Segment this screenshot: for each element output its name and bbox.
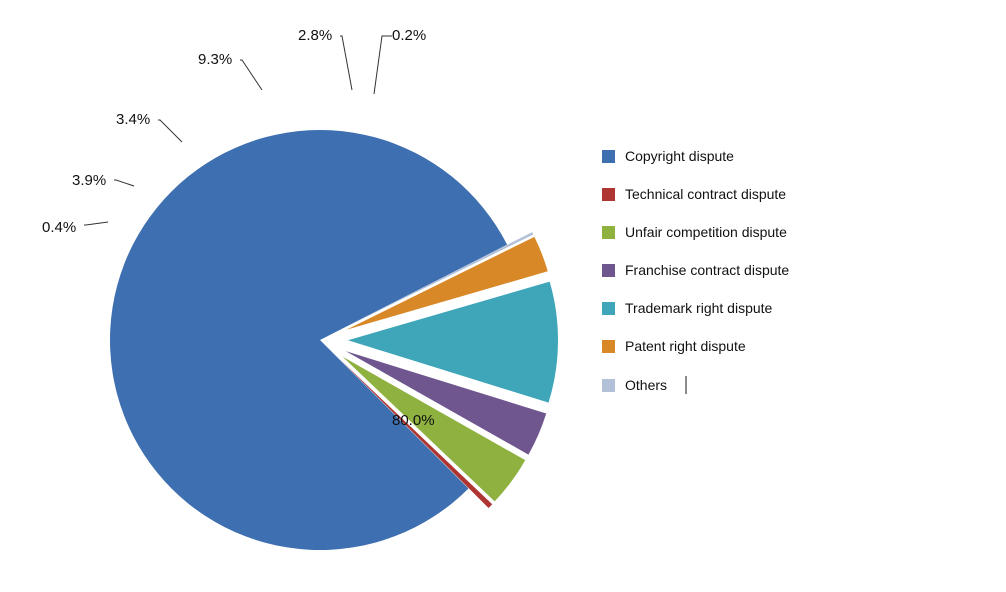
chart-container: 80.0% 0.4% 3.9% 3.4% 9.3% 2.8% 0.2% Copy… bbox=[0, 0, 1006, 592]
slice-label-copyright: 80.0% bbox=[392, 412, 435, 429]
legend: Copyright dispute Technical contract dis… bbox=[602, 148, 789, 416]
legend-item: Copyright dispute bbox=[602, 148, 789, 164]
pie-svg bbox=[10, 0, 590, 590]
legend-label: Others bbox=[625, 377, 667, 393]
leader-line bbox=[240, 60, 262, 90]
legend-swatch bbox=[602, 226, 615, 239]
legend-item: Patent right dispute bbox=[602, 338, 789, 354]
legend-label: Franchise contract dispute bbox=[625, 262, 789, 278]
legend-swatch bbox=[602, 264, 615, 277]
legend-item: Unfair competition dispute bbox=[602, 224, 789, 240]
legend-item: Technical contract dispute bbox=[602, 186, 789, 202]
leader-line bbox=[340, 36, 352, 90]
leader-line bbox=[158, 120, 182, 142]
legend-label: Trademark right dispute bbox=[625, 300, 772, 316]
others-trailing-bar bbox=[685, 376, 687, 394]
slice-label-technical: 0.4% bbox=[42, 219, 76, 236]
slice-label-patent: 2.8% bbox=[298, 27, 332, 44]
legend-swatch bbox=[602, 188, 615, 201]
legend-swatch bbox=[602, 302, 615, 315]
leader-line bbox=[84, 222, 108, 225]
slice-label-trademark: 9.3% bbox=[198, 51, 232, 68]
legend-swatch bbox=[602, 340, 615, 353]
slice-label-others: 0.2% bbox=[392, 27, 426, 44]
leader-line bbox=[374, 36, 392, 94]
legend-label: Copyright dispute bbox=[625, 148, 734, 164]
leader-line bbox=[114, 180, 134, 186]
legend-label: Unfair competition dispute bbox=[625, 224, 787, 240]
legend-item: Trademark right dispute bbox=[602, 300, 789, 316]
legend-label: Patent right dispute bbox=[625, 338, 746, 354]
legend-swatch bbox=[602, 379, 615, 392]
legend-item: Franchise contract dispute bbox=[602, 262, 789, 278]
legend-swatch bbox=[602, 150, 615, 163]
slice-label-unfair: 3.9% bbox=[72, 172, 106, 189]
legend-item: Others bbox=[602, 376, 789, 394]
slice-label-franchise: 3.4% bbox=[116, 111, 150, 128]
legend-label: Technical contract dispute bbox=[625, 186, 786, 202]
pie-chart: 80.0% 0.4% 3.9% 3.4% 9.3% 2.8% 0.2% bbox=[10, 0, 590, 590]
